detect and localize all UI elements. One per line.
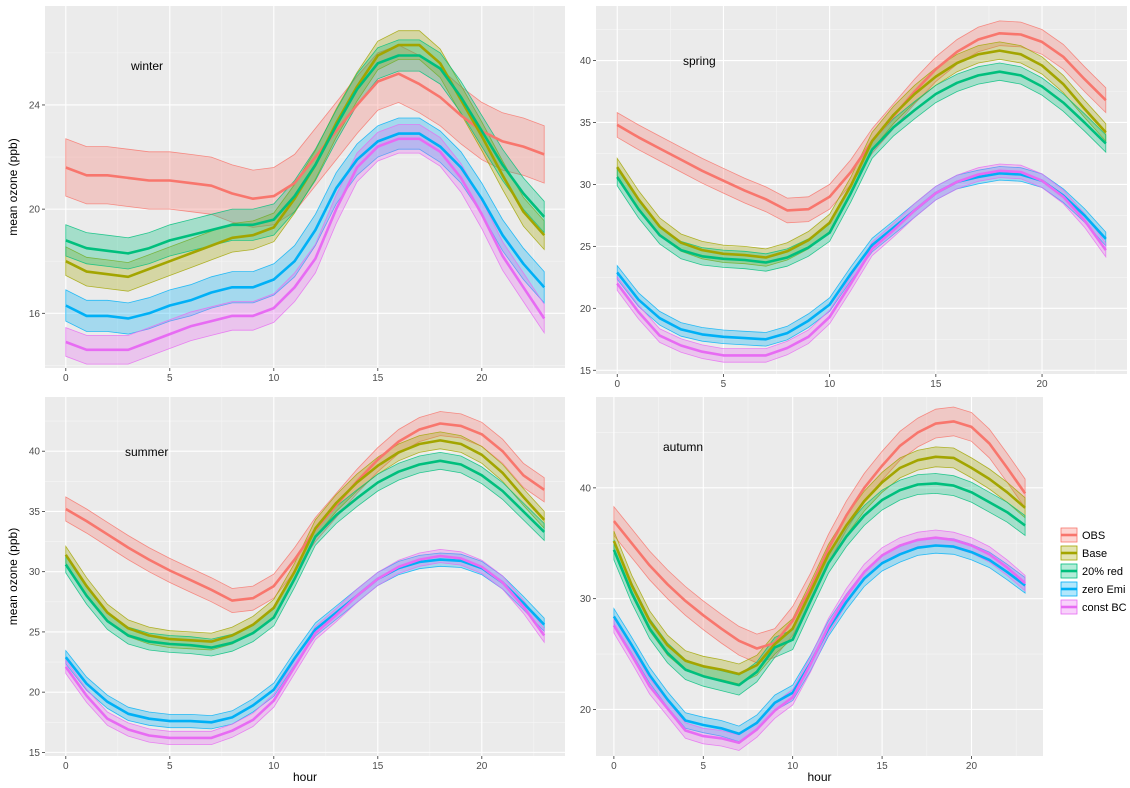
legend-label: const BC [1082,602,1127,614]
legend-item: Base [1060,545,1107,561]
series-line-zero-emi [64,558,546,724]
series-line-zero-emi [616,172,1107,341]
series-line-obs [65,422,545,602]
y-axis-title: mean ozone (ppb) [6,138,20,235]
ribbon-const-bc [616,163,1107,363]
legend: OBS Base 20% red zero Emi const BC [1060,527,1127,615]
x-tick-label: 20 [476,761,488,772]
x-tick-label: 20 [476,373,488,384]
y-tick-label: 20 [580,705,592,716]
y-tick-label: 15 [580,366,592,377]
series-line-obs [65,72,545,200]
series-line-base [64,439,546,643]
series-line-20-red [616,70,1107,264]
panel-winter: 0 5 10 15 20 16 20 24 winter mean ozone (ppb) [6,6,565,384]
ribbon-obs [65,411,545,614]
panel-summer: 0 5 10 15 20 15 20 25 30 35 40 summer mean ozone (pp… [6,397,565,784]
series-lines [616,31,1107,357]
x-axis-title: hour [807,770,831,784]
y-tick-label: 40 [580,56,592,67]
x-tick-label: 0 [611,761,617,772]
ribbon-const-bc [65,124,545,365]
y-tick-label: 30 [580,594,592,605]
season-annotation: summer [125,445,168,459]
season-annotation: winter [130,59,163,73]
plot-background [45,397,565,756]
legend-item: const BC [1060,599,1127,615]
ribbons [616,20,1107,363]
x-tick-label: 15 [372,761,384,772]
y-tick-label: 20 [29,205,41,216]
x-tick-label: 10 [268,761,280,772]
series-line-base [612,455,1026,676]
x-axis-title: hour [293,770,317,784]
x-tick-label: 15 [877,761,889,772]
x-tick-label: 5 [721,379,727,390]
ribbon-zero-emi [65,117,545,335]
y-tick-label: 30 [29,567,41,578]
series-line-obs [616,31,1107,212]
series-line-20-red [64,459,546,649]
series-line-const-bc [612,536,1026,745]
x-tick-label: 0 [63,761,69,772]
x-tick-label: 5 [167,761,173,772]
series-line-const-bc [616,169,1107,357]
chart-panels: 0 5 10 15 20 16 20 24 winter mean ozone (ppb) 0 5 10… [6,6,1127,784]
x-tick-label: 0 [63,373,69,384]
y-tick-label: 16 [29,309,41,320]
legend-item: zero Emi [1060,581,1125,597]
series-line-20-red [65,54,546,255]
x-tick-label: 10 [787,761,799,772]
y-tick-label: 25 [29,627,41,638]
legend-label: Base [1082,548,1107,560]
season-annotation: autumn [663,440,703,454]
series-line-20-red [612,482,1026,687]
y-tick-label: 15 [29,748,41,759]
legend-item: OBS [1060,527,1105,543]
y-tick-label: 35 [29,507,41,518]
ribbons [65,411,545,745]
x-tick-label: 15 [930,379,942,390]
x-tick-label: 10 [824,379,836,390]
y-tick-label: 24 [29,100,41,111]
y-tick-label: 40 [580,483,592,494]
series-line-base [616,49,1107,259]
x-tick-label: 5 [167,373,173,384]
x-tick-label: 0 [614,379,620,390]
ribbon-const-bc [65,548,545,745]
legend-item: 20% red [1060,563,1123,579]
plot-background [596,6,1127,374]
series-line-const-bc [65,137,546,352]
y-tick-label: 35 [580,118,592,129]
plot-background [45,6,565,368]
y-axis-title: mean ozone (ppb) [6,528,20,625]
series-lines [65,43,546,352]
y-tick-label: 20 [29,688,41,699]
x-tick-label: 20 [1036,379,1048,390]
y-tick-label: 20 [580,304,592,315]
x-tick-label: 5 [700,761,706,772]
panel-spring: 0 5 10 15 20 15 20 25 30 35 40 spring [580,6,1127,390]
legend-label: OBS [1082,530,1105,542]
series-line-zero-emi [65,132,546,320]
series-line-obs [612,420,1027,650]
y-tick-label: 40 [29,447,41,458]
series-lines [612,420,1027,745]
legend-label: zero Emi [1082,584,1125,596]
x-tick-label: 15 [372,373,384,384]
panel-autumn: 0 5 10 15 20 20 30 40 autumn hour [580,397,1043,784]
season-annotation: spring [683,54,716,68]
plot-background [596,397,1043,756]
x-tick-label: 10 [268,373,280,384]
ribbon-20-red [616,62,1107,272]
y-tick-label: 30 [580,180,592,191]
y-tick-label: 25 [580,242,592,253]
x-tick-label: 20 [966,761,978,772]
series-lines [64,422,546,740]
ribbon-obs [616,20,1107,224]
series-line-const-bc [64,554,546,740]
legend-label: 20% red [1082,566,1123,578]
